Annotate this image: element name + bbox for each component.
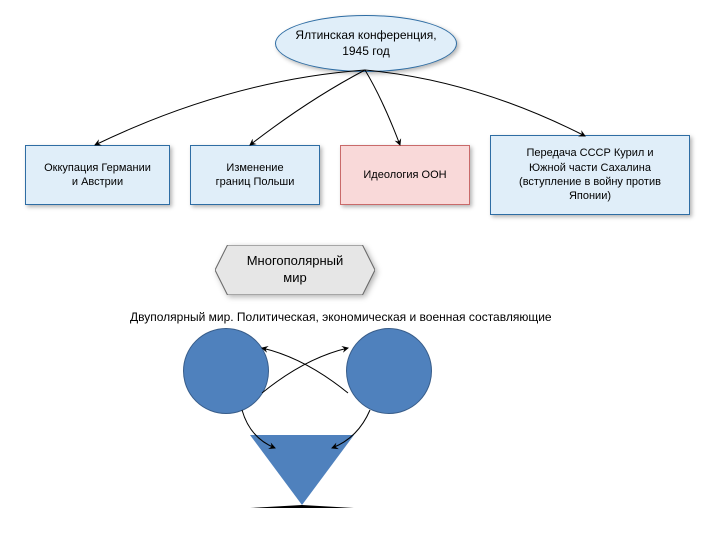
top-ellipse-text: Ялтинская конференция,1945 год — [295, 28, 436, 59]
box-label: Передача СССР Курил иЮжной части Сахалин… — [519, 146, 661, 203]
box-kuril: Передача СССР Курил иЮжной части Сахалин… — [490, 135, 690, 215]
box-label: Идеология ООН — [363, 168, 446, 182]
circle-left — [183, 328, 269, 414]
hexagon-text: Многополярныймир — [247, 253, 344, 287]
caption-text: Двуполярный мир. Политическая, экономиче… — [130, 310, 552, 324]
triangle-bottom — [250, 435, 354, 508]
box-un-ideology: Идеология ООН — [340, 145, 470, 205]
box-label: Изменениеграниц Польши — [216, 161, 295, 190]
top-ellipse-node: Ялтинская конференция,1945 год — [275, 15, 457, 72]
hexagon-multipolar: Многополярныймир — [215, 245, 375, 295]
box-label: Оккупация Германиии Австрии — [44, 161, 151, 190]
bipolar-caption: Двуполярный мир. Политическая, экономиче… — [130, 310, 552, 324]
box-occupation: Оккупация Германиии Австрии — [25, 145, 170, 205]
circle-right — [346, 328, 432, 414]
box-poland: Изменениеграниц Польши — [190, 145, 320, 205]
